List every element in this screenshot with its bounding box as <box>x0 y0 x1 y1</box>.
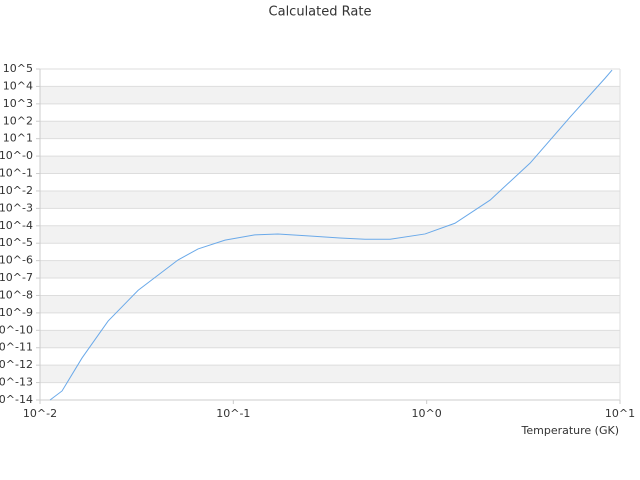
grid-band <box>40 365 620 383</box>
y-tick-label: 10^-11 <box>0 341 33 354</box>
y-tick-label: 10^-3 <box>0 201 33 214</box>
grid-band <box>40 121 620 139</box>
y-tick-label: 10^-2 <box>0 184 33 197</box>
grid-band <box>40 260 620 279</box>
grid-band <box>40 190 620 209</box>
grid-band <box>40 330 620 348</box>
y-tick-label: 10^-9 <box>0 306 33 319</box>
grid-band <box>40 86 620 104</box>
line-series <box>49 69 613 401</box>
y-tick-label: 10^-6 <box>0 254 33 267</box>
x-tick-label: 10^-2 <box>23 407 57 420</box>
grid-band <box>40 156 620 174</box>
grid-band <box>40 225 620 244</box>
y-tick-label: 10^-5 <box>0 236 33 249</box>
y-tick-label: 10^3 <box>3 97 33 110</box>
y-tick-label: 10^4 <box>3 79 33 92</box>
y-tick-label: 10^-14 <box>0 393 33 406</box>
x-tick-label: 10^0 <box>412 407 442 420</box>
y-tick-label: 10^2 <box>3 114 33 127</box>
y-tick-label: 10^-0 <box>0 149 33 162</box>
y-tick-label: 10^-8 <box>0 288 33 301</box>
y-tick-label: 10^-1 <box>0 167 33 180</box>
y-tick-label: 10^1 <box>3 132 33 145</box>
y-tick-label: 10^-12 <box>0 358 33 371</box>
y-tick-label: 10^-13 <box>0 376 33 389</box>
x-axis-label: Temperature (GK) <box>521 424 620 437</box>
y-tick-label: 10^-4 <box>0 219 33 232</box>
y-tick-label: 10^5 <box>3 62 33 75</box>
grid-band <box>40 295 620 313</box>
y-tick-label: 10^-10 <box>0 323 33 336</box>
chart-title: Calculated Rate <box>269 5 372 20</box>
x-tick-label: 10^-1 <box>216 407 250 420</box>
y-tick-label: 10^-7 <box>0 271 33 284</box>
x-tick-label: 10^1 <box>605 407 635 420</box>
